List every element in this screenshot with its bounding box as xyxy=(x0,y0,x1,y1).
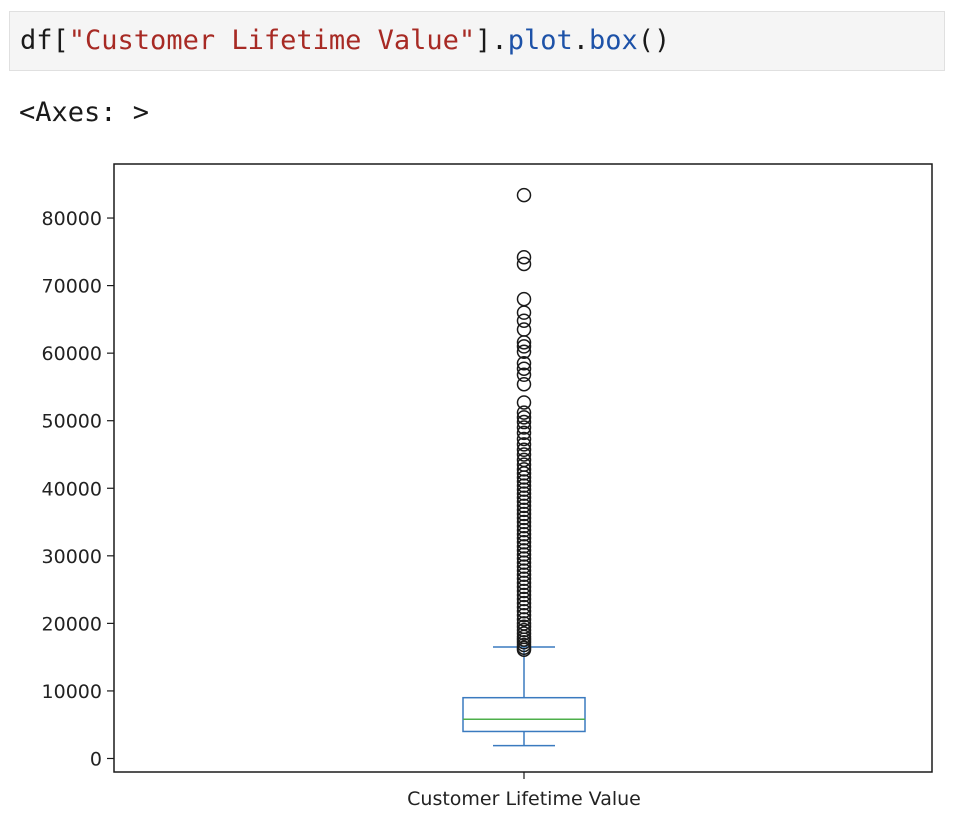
outlier-point xyxy=(516,599,532,615)
iqr-box xyxy=(462,696,586,733)
outlier-point xyxy=(516,344,532,360)
outlier-point xyxy=(516,502,532,518)
outlier-point xyxy=(516,608,532,623)
outlier-point xyxy=(516,452,532,468)
outlier-point xyxy=(516,457,532,472)
outlier-point xyxy=(516,616,532,631)
outlier-point xyxy=(516,249,532,265)
outlier-point xyxy=(516,474,532,489)
outlier-point xyxy=(516,405,532,420)
outlier-point xyxy=(516,187,532,203)
y-tick-label: 50000 xyxy=(42,411,102,433)
outlier-point xyxy=(516,361,532,376)
code-line[interactable]: df["Customer Lifetime Value"].plot.box() xyxy=(20,25,670,57)
outlier-point xyxy=(516,447,532,462)
outlier-point xyxy=(516,559,532,574)
y-tick-label: 70000 xyxy=(42,276,102,298)
outlier-point xyxy=(516,482,532,497)
y-axis: 0 10000 20000 30000 40000 50000 60000 70000 8000… xyxy=(42,208,114,770)
outlier-point xyxy=(516,506,532,522)
outlier-point xyxy=(516,522,532,538)
outlier-point xyxy=(516,486,532,501)
outlier-point xyxy=(516,555,532,570)
outlier-point xyxy=(516,543,532,558)
outlier-point xyxy=(516,563,532,578)
plot-area xyxy=(462,187,586,747)
y-tick-label: 10000 xyxy=(42,681,102,703)
outlier-point xyxy=(516,339,532,354)
code-token: ]. xyxy=(475,25,508,56)
outlier-point xyxy=(516,305,532,320)
outlier-point xyxy=(516,356,532,371)
outlier-point xyxy=(516,612,532,627)
outlier-point xyxy=(516,414,532,430)
outlier-point xyxy=(516,603,532,619)
outlier-point xyxy=(516,420,532,435)
outlier-point xyxy=(516,526,532,542)
outlier-point xyxy=(516,622,532,638)
outlier-point xyxy=(516,322,532,337)
outlier-point xyxy=(516,535,532,550)
outlier-point xyxy=(516,291,532,307)
outlier-point xyxy=(516,591,532,607)
outlier-point xyxy=(516,256,532,272)
outlier-point xyxy=(516,619,532,635)
code-token-string: "Customer Lifetime Value" xyxy=(68,25,476,56)
outlier-point xyxy=(516,425,532,441)
outlier-point xyxy=(516,626,532,641)
outlier-point xyxy=(516,437,532,452)
outlier-point xyxy=(516,571,532,587)
outlier-point xyxy=(516,567,532,582)
outlier-point xyxy=(516,431,532,447)
code-token: df[ xyxy=(20,25,69,56)
outlier-point xyxy=(516,579,532,595)
outlier-point xyxy=(516,367,532,383)
code-token-attr: box xyxy=(588,25,638,56)
y-tick-label: 0 xyxy=(90,748,102,770)
outlier-point xyxy=(516,518,532,534)
outlier-point xyxy=(516,494,532,510)
outlier-point xyxy=(516,478,532,493)
outlier-point xyxy=(516,442,532,458)
outlier-point xyxy=(516,313,532,328)
code-token: () xyxy=(637,25,671,56)
x-axis: Customer Lifetime Value xyxy=(407,772,641,810)
y-tick-label: 40000 xyxy=(42,478,102,500)
output-repr: <Axes: > xyxy=(19,97,150,128)
outlier-point xyxy=(516,510,532,526)
outlier-point xyxy=(516,376,532,392)
outlier-point xyxy=(516,575,532,591)
outlier-point xyxy=(516,595,532,611)
outlier-point xyxy=(516,410,532,425)
outlier-point xyxy=(516,395,532,410)
outlier-point xyxy=(516,498,532,514)
y-tick-label: 80000 xyxy=(42,208,102,230)
code-token: . xyxy=(572,25,589,56)
outlier-point xyxy=(516,583,532,599)
box-plot-chart: 0 10000 20000 30000 40000 50000 60000 70000 8000… xyxy=(42,163,933,810)
x-tick-label: Customer Lifetime Value xyxy=(407,788,641,810)
y-tick-label: 60000 xyxy=(42,343,102,365)
y-tick-label: 20000 xyxy=(42,613,102,635)
outlier-point xyxy=(516,531,532,546)
outlier-point xyxy=(516,547,532,562)
code-token-attr: plot xyxy=(507,25,573,56)
axes-frame xyxy=(113,163,933,773)
code-cell[interactable]: df["Customer Lifetime Value"].plot.box() xyxy=(9,11,945,71)
outlier-point xyxy=(516,490,532,505)
outlier-point xyxy=(516,587,532,603)
outlier-point xyxy=(516,462,532,477)
outlier-point xyxy=(516,514,532,530)
y-tick-label: 30000 xyxy=(42,546,102,568)
outlier-point xyxy=(516,551,532,566)
outlier-point xyxy=(516,539,532,554)
